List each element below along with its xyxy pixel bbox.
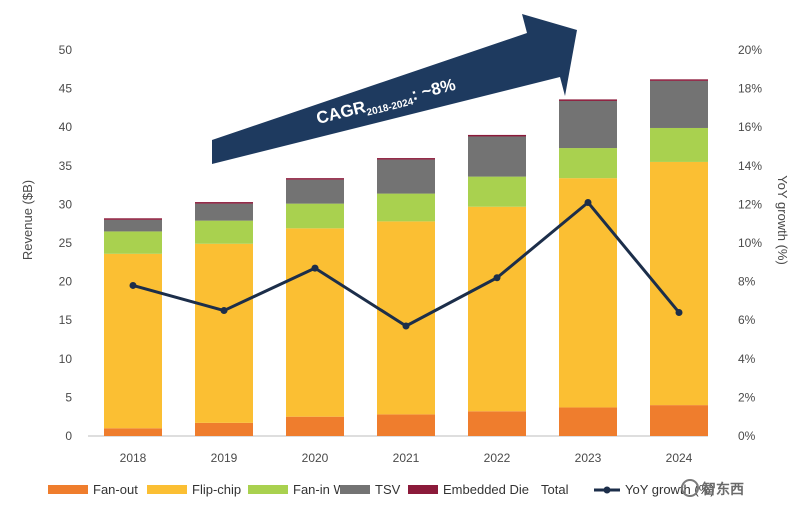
bar-segment-fan-in-wlp-2023 xyxy=(559,148,617,179)
bar-segment-flip-chip-2018 xyxy=(104,253,162,429)
y-tick-label: 20 xyxy=(59,275,73,289)
y2-tick-label: 2% xyxy=(738,390,756,404)
bar-segment-fan-in-wlp-2020 xyxy=(286,203,344,229)
bar-segment-tsv-2024 xyxy=(650,80,708,128)
cagr-arrow-shape xyxy=(212,14,577,164)
bar-segment-embedded-die-2023 xyxy=(559,99,617,101)
y-tick-label: 25 xyxy=(59,236,73,250)
legend-label: TSV xyxy=(375,482,401,497)
bar-segment-fan-in-wlp-2021 xyxy=(377,193,435,222)
bar-segment-embedded-die-2024 xyxy=(650,79,708,81)
bar-segment-tsv-2020 xyxy=(286,179,344,204)
legend-label: Embedded Die xyxy=(443,482,529,497)
legend-swatch-flip-chip xyxy=(147,485,187,494)
bar-segment-embedded-die-2020 xyxy=(286,178,344,180)
legend-label: Fan-out xyxy=(93,482,138,497)
bar-segment-embedded-die-2021 xyxy=(377,158,435,160)
legend-label: YoY growth (%) xyxy=(625,482,715,497)
bar-segment-fan-out-2023 xyxy=(559,407,617,436)
legend-swatch-embedded-die xyxy=(408,485,438,494)
bar-segment-flip-chip-2019 xyxy=(195,243,253,423)
y-axis-title: Revenue ($B) xyxy=(20,180,35,260)
watermark-text: 智东西 xyxy=(701,481,744,497)
bar-segment-fan-out-2020 xyxy=(286,416,344,436)
watermark-logo-icon xyxy=(681,479,699,497)
bar-segment-flip-chip-2020 xyxy=(286,228,344,417)
y2-tick-label: 16% xyxy=(738,120,762,134)
legend-swatch-tsv xyxy=(340,485,370,494)
x-tick-label: 2020 xyxy=(302,451,329,465)
y-tick-label: 0 xyxy=(65,429,72,443)
y2-tick-label: 4% xyxy=(738,352,756,366)
bar-segment-tsv-2019 xyxy=(195,203,253,221)
legend-swatch-yoy-marker xyxy=(603,486,611,494)
bar-segment-flip-chip-2021 xyxy=(377,221,435,415)
bar-segment-tsv-2018 xyxy=(104,219,162,232)
left-axis-ticks: 0 5 10 15 20 25 30 35 40 45 50 xyxy=(59,43,73,443)
y-tick-label: 15 xyxy=(59,313,73,327)
bar-segment-fan-in-wlp-2022 xyxy=(468,176,526,207)
y-tick-label: 45 xyxy=(59,82,73,96)
bar-segment-tsv-2023 xyxy=(559,100,617,149)
bar-segment-fan-out-2022 xyxy=(468,411,526,436)
y-tick-label: 40 xyxy=(59,120,73,134)
bar-segment-flip-chip-2022 xyxy=(468,206,526,412)
y2-tick-label: 0% xyxy=(738,429,756,443)
bar-stack-group xyxy=(104,79,708,436)
y-tick-label: 10 xyxy=(59,352,73,366)
yoy-point-2021 xyxy=(402,322,410,330)
y2-tick-label: 10% xyxy=(738,236,762,250)
y2-axis-title: YoY growth (%) xyxy=(775,175,790,265)
yoy-point-2018 xyxy=(129,281,137,289)
x-tick-label: 2024 xyxy=(666,451,693,465)
legend-total-label: Total xyxy=(541,482,569,497)
x-tick-label: 2022 xyxy=(484,451,511,465)
x-tick-label: 2019 xyxy=(211,451,238,465)
y-tick-label: 5 xyxy=(65,390,72,404)
yoy-point-2023 xyxy=(584,198,592,206)
yoy-point-2022 xyxy=(493,274,501,282)
yoy-point-2019 xyxy=(220,307,228,315)
watermark: 智东西 xyxy=(681,479,744,497)
bar-segment-tsv-2021 xyxy=(377,159,435,194)
bar-segment-fan-in-wlp-2018 xyxy=(104,231,162,254)
bar-segment-embedded-die-2022 xyxy=(468,134,526,137)
yoy-point-2020 xyxy=(311,264,319,272)
right-axis-ticks: 0% 2% 4% 6% 8% 10% 12% 14% 16% 18% 20% xyxy=(738,43,762,443)
bar-segment-fan-in-wlp-2019 xyxy=(195,220,253,244)
bar-segment-flip-chip-2024 xyxy=(650,161,708,406)
legend-swatch-fan-in-wlp xyxy=(248,485,288,494)
x-tick-label: 2018 xyxy=(120,451,147,465)
cagr-arrow: CAGR2018-2024: ~8% xyxy=(212,14,577,164)
bar-segment-fan-out-2019 xyxy=(195,422,253,436)
bar-segment-fan-out-2018 xyxy=(104,428,162,436)
y2-tick-label: 8% xyxy=(738,275,756,289)
yoy-line-layer xyxy=(129,198,683,330)
bar-segment-fan-in-wlp-2024 xyxy=(650,127,708,162)
bar-segment-flip-chip-2023 xyxy=(559,178,617,408)
y2-tick-label: 14% xyxy=(738,159,762,173)
y-tick-label: 35 xyxy=(59,159,73,173)
y2-tick-label: 6% xyxy=(738,313,756,327)
bar-segment-fan-out-2021 xyxy=(377,414,435,436)
y2-tick-label: 12% xyxy=(738,197,762,211)
bar-segment-fan-out-2024 xyxy=(650,405,708,436)
x-axis-ticks: 2018 2019 2020 2021 2022 2023 2024 xyxy=(120,451,693,465)
y-tick-label: 30 xyxy=(59,197,73,211)
bar-segment-tsv-2022 xyxy=(468,136,526,177)
bar-segment-embedded-die-2018 xyxy=(104,218,162,220)
x-tick-label: 2023 xyxy=(575,451,602,465)
bar-segment-embedded-die-2019 xyxy=(195,202,253,204)
x-tick-label: 2021 xyxy=(393,451,420,465)
legend: Fan-out Flip-chip Fan-in WLP TSV Embedded Di… xyxy=(48,482,715,497)
y2-tick-label: 20% xyxy=(738,43,762,57)
legend-label: Flip-chip xyxy=(192,482,241,497)
y-tick-label: 50 xyxy=(59,43,73,57)
yoy-point-2024 xyxy=(675,308,683,316)
legend-swatch-fan-out xyxy=(48,485,88,494)
y2-tick-label: 18% xyxy=(738,82,762,96)
